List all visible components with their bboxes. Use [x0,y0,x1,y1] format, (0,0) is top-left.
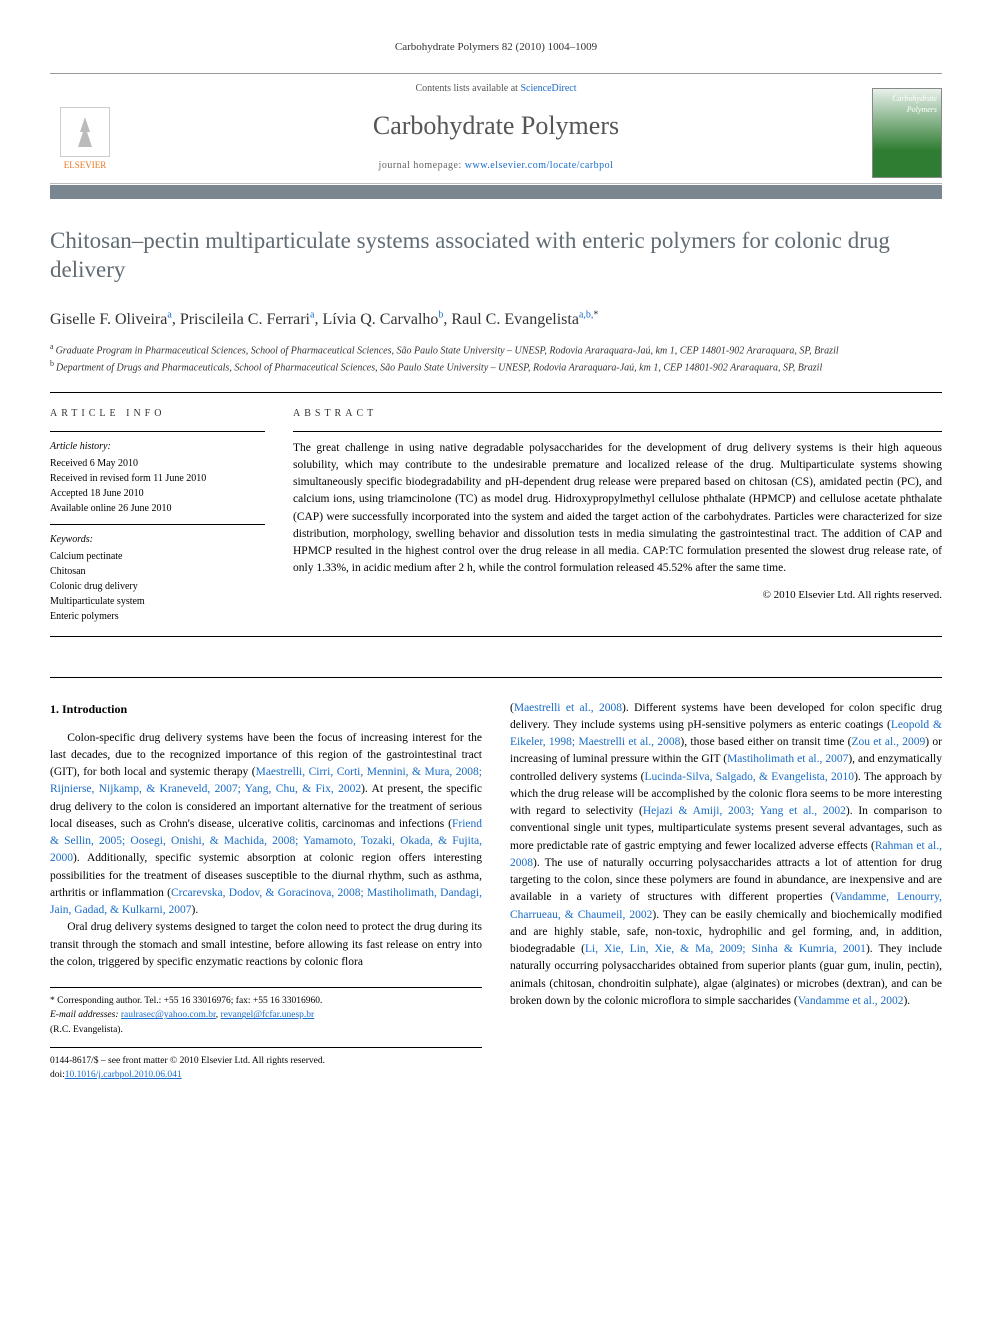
citation[interactable]: Lucinda-Silva, Salgado, & Evangelista, 2… [644,771,854,783]
citation[interactable]: Hejazi & Amiji, 2003; Yang et al., 2002 [643,805,846,817]
corresponding-author: * Corresponding author. Tel.: +55 16 330… [50,994,482,1008]
bottom-bar: 0144-8617/$ – see front matter © 2010 El… [50,1047,482,1083]
history-label: Article history: [50,440,265,454]
column-left: 1. Introduction Colon-specific drug deli… [50,678,482,1083]
abstract-text: The great challenge in using native degr… [293,440,942,578]
article-info: article info Article history: Received 6… [50,393,265,624]
column-right: (Maestrelli et al., 2008). Different sys… [510,678,942,1083]
doi-line: doi:10.1016/j.carbpol.2010.06.041 [50,1068,482,1082]
affiliations: a Graduate Program in Pharmaceutical Sci… [50,341,942,376]
citation[interactable]: Zou et al., 2009 [851,736,925,748]
affiliation: a Graduate Program in Pharmaceutical Sci… [50,341,942,358]
journal-name: Carbohydrate Polymers [132,108,860,144]
citation[interactable]: Li, Xie, Lin, Xie, & Ma, 2009; Sinha & K… [585,943,866,955]
contents-line: Contents lists available at ScienceDirec… [132,82,860,96]
keywords-label: Keywords: [50,533,265,547]
homepage-link[interactable]: www.elsevier.com/locate/carbpol [465,160,614,171]
keyword: Colonic drug delivery [50,579,265,594]
cover-thumb[interactable]: Carbohydrate Polymers [872,88,942,178]
history-item: Received in revised form 11 June 2010 [50,471,265,486]
citation[interactable]: Vandamme et al., 2002 [798,995,904,1007]
homepage-prefix: journal homepage: [379,160,465,171]
homepage-line: journal homepage: www.elsevier.com/locat… [132,159,860,173]
section-1-head: 1. Introduction [50,700,482,718]
email-line: E-mail addresses: raulrasec@yahoo.com.br… [50,1008,482,1022]
author-list: Giselle F. Oliveiraa, Priscileila C. Fer… [50,308,942,331]
email-link-1[interactable]: raulrasec@yahoo.com.br [121,1010,216,1020]
author-sup: a [310,309,314,320]
history-item: Received 6 May 2010 [50,456,265,471]
top-rule [50,73,942,74]
author-sup: a [167,309,171,320]
history-item: Available online 26 June 2010 [50,501,265,516]
issn-line: 0144-8617/$ – see front matter © 2010 El… [50,1054,482,1068]
running-head: Carbohydrate Polymers 82 (2010) 1004–100… [50,40,942,55]
info-abstract-row: article info Article history: Received 6… [50,392,942,637]
doi-link[interactable]: 10.1016/j.carbpol.2010.06.041 [65,1070,182,1080]
email-link-2[interactable]: revangel@fcfar.unesp.br [221,1010,315,1020]
citation[interactable]: Mastiholimath et al., 2007 [727,753,848,765]
keyword: Chitosan [50,564,265,579]
contents-prefix: Contents lists available at [415,83,520,94]
para-col2: (Maestrelli et al., 2008). Different sys… [510,700,942,1011]
keyword: Calcium pectinate [50,549,265,564]
email-suffix: (R.C. Evangelista). [50,1023,482,1037]
author: Giselle F. Oliveiraa [50,311,172,328]
footnotes: * Corresponding author. Tel.: +55 16 330… [50,987,482,1037]
author-sup: a,b, [579,309,593,320]
elsevier-name: ELSEVIER [64,159,107,172]
accent-bar [50,185,942,199]
article-title: Chitosan–pectin multiparticulate systems… [50,227,942,285]
keyword: Multiparticulate system [50,594,265,609]
para-2: Oral drug delivery systems designed to t… [50,919,482,971]
author: Raul C. Evangelistaa,b,* [451,311,598,328]
author-sup: b [438,309,443,320]
copyright: © 2010 Elsevier Ltd. All rights reserved… [293,588,942,603]
info-head: article info [50,407,265,421]
abstract-block: abstract The great challenge in using na… [293,393,942,624]
body-columns: 1. Introduction Colon-specific drug deli… [50,677,942,1083]
author: Priscileila C. Ferraria [180,311,315,328]
abstract-head: abstract [293,407,942,421]
keyword: Enteric polymers [50,609,265,624]
elsevier-logo[interactable]: ELSEVIER [50,94,120,172]
masthead: ELSEVIER Contents lists available at Sci… [50,76,942,183]
affiliation: b Department of Drugs and Pharmaceutical… [50,358,942,375]
history-item: Accepted 18 June 2010 [50,486,265,501]
sciencedirect-link[interactable]: ScienceDirect [520,83,576,94]
para-1: Colon-specific drug delivery systems hav… [50,730,482,920]
cover-title: Carbohydrate Polymers [877,93,937,115]
author: Lívia Q. Carvalhob [322,311,443,328]
citation[interactable]: Maestrelli et al., 2008 [514,702,622,714]
corresponding-star: * [593,309,598,320]
elsevier-tree-icon [60,107,110,157]
